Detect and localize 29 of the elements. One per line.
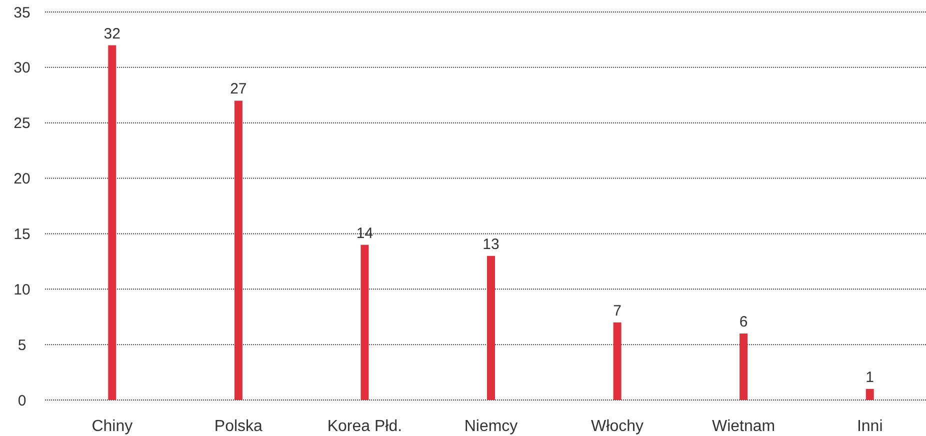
x-tick-label: Polska: [214, 418, 263, 435]
y-tick-label: 10: [14, 281, 30, 298]
data-label: 6: [739, 313, 748, 330]
data-label: 27: [230, 80, 247, 98]
y-tick-label: 20: [14, 170, 30, 188]
x-tick-label: Włochy: [591, 418, 644, 435]
y-tick-label: 15: [14, 226, 30, 243]
bar: [360, 244, 369, 400]
y-tick-label: 5: [18, 336, 26, 354]
x-tick-label: Niemcy: [464, 418, 518, 435]
x-tick-label: Korea Płd.: [327, 418, 402, 435]
bar: [613, 322, 622, 400]
y-tick-label: 35: [14, 4, 30, 22]
bar: [108, 45, 116, 400]
data-label: 14: [356, 224, 374, 242]
bar: [487, 256, 495, 400]
data-label: 7: [613, 302, 622, 320]
data-label: 1: [866, 368, 874, 386]
bar: [740, 333, 748, 400]
x-tick-label: Chiny: [92, 418, 133, 435]
y-tick-label: 0: [18, 392, 26, 410]
y-tick-label: 30: [14, 60, 30, 77]
y-tick-label: 25: [14, 115, 30, 132]
x-tick-label: Inni: [856, 418, 883, 435]
data-label: 13: [482, 236, 500, 253]
data-label: 32: [104, 25, 120, 42]
bar: [866, 388, 874, 400]
x-tick-label: Wietnam: [712, 418, 776, 435]
bar: [234, 100, 242, 400]
